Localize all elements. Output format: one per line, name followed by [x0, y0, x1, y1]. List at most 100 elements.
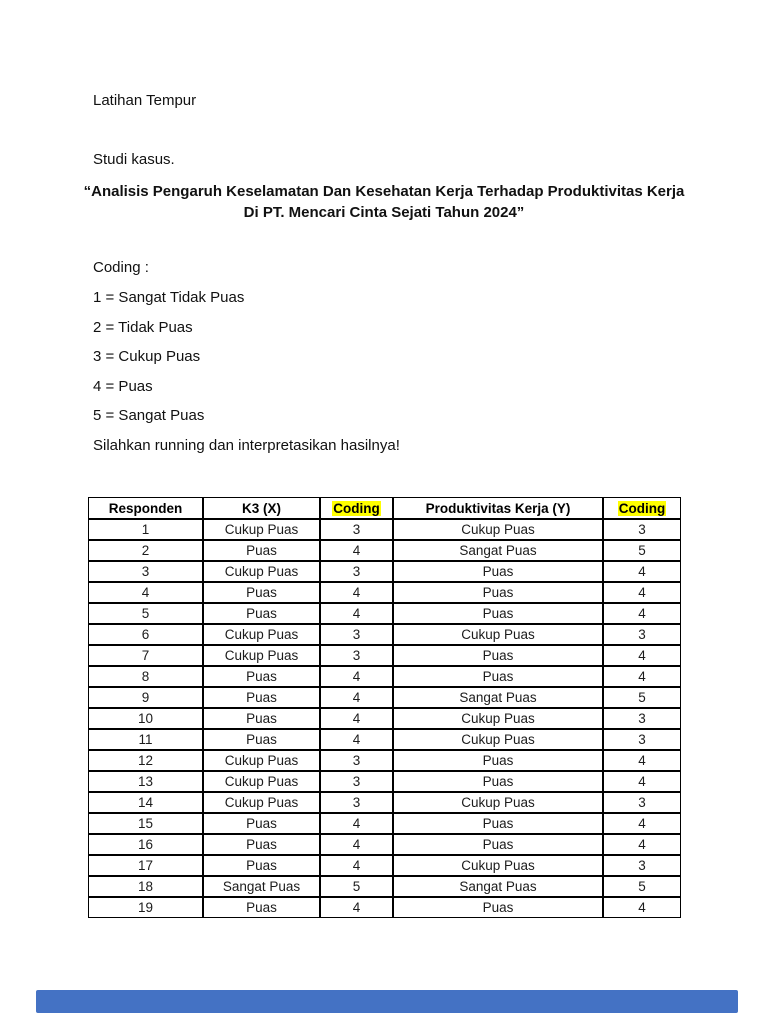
table-cell: 3 — [320, 519, 393, 540]
table-row: 16 Puas 4 Puas 4 — [88, 834, 681, 855]
table-cell: Puas — [393, 561, 603, 582]
table-cell: 6 — [88, 624, 203, 645]
table-row: 14 Cukup Puas 3 Cukup Puas 3 — [88, 792, 681, 813]
table-cell: 4 — [320, 687, 393, 708]
coding-legend-item: 4 = Puas — [93, 378, 153, 395]
table-cell: 4 — [603, 666, 681, 687]
table-cell: Puas — [203, 834, 320, 855]
table-cell: 5 — [603, 876, 681, 897]
table-row: 9 Puas 4 Sangat Puas 5 — [88, 687, 681, 708]
table-cell: Puas — [393, 603, 603, 624]
table-cell: Cukup Puas — [393, 792, 603, 813]
coding-legend-item: 5 = Sangat Puas — [93, 407, 205, 424]
table-cell: 4 — [320, 582, 393, 603]
study-title: “Analisis Pengaruh Keselamatan Dan Keseh… — [0, 181, 768, 223]
table-cell: Puas — [393, 771, 603, 792]
table-cell: Puas — [203, 855, 320, 876]
table-cell: Puas — [203, 666, 320, 687]
table-row: 13 Cukup Puas 3 Puas 4 — [88, 771, 681, 792]
coding-legend-item: 3 = Cukup Puas — [93, 348, 201, 365]
table-cell: 4 — [603, 771, 681, 792]
table-row: 1 Cukup Puas 3 Cukup Puas 3 — [88, 519, 681, 540]
table-row: 12 Cukup Puas 3 Puas 4 — [88, 750, 681, 771]
next-page-content-strip — [36, 990, 738, 1013]
table-cell: Cukup Puas — [203, 771, 320, 792]
instruction-text: Silahkan running dan interpretasikan has… — [93, 437, 400, 454]
table-cell: 2 — [88, 540, 203, 561]
table-cell: Cukup Puas — [203, 792, 320, 813]
table-cell: 4 — [603, 897, 681, 918]
highlighted-header-label: Coding — [617, 500, 667, 516]
respondent-data-table: Responden K3 (X) Coding Produktivitas Kerja… — [88, 497, 681, 918]
table-cell: Puas — [393, 834, 603, 855]
table-cell: Cukup Puas — [203, 561, 320, 582]
table-row: 18 Sangat Puas 5 Sangat Puas 5 — [88, 876, 681, 897]
table-cell: 3 — [603, 519, 681, 540]
table-cell: Puas — [393, 666, 603, 687]
table-cell: 3 — [603, 855, 681, 876]
study-title-text: “Analisis Pengaruh Keselamatan Dan Keseh… — [83, 183, 685, 221]
table-cell: 16 — [88, 834, 203, 855]
table-cell: 4 — [603, 813, 681, 834]
table-cell: 13 — [88, 771, 203, 792]
table-cell: Cukup Puas — [393, 624, 603, 645]
table-cell: 4 — [88, 582, 203, 603]
highlighted-header-label: Coding — [332, 500, 381, 516]
table-cell: 4 — [320, 813, 393, 834]
table-cell: 3 — [320, 645, 393, 666]
table-cell: 4 — [320, 540, 393, 561]
table-cell: 3 — [320, 561, 393, 582]
table-cell: Sangat Puas — [203, 876, 320, 897]
table-cell: 3 — [320, 792, 393, 813]
table-cell: 4 — [603, 561, 681, 582]
table-cell: 7 — [88, 645, 203, 666]
table-cell: 3 — [603, 792, 681, 813]
table-cell: 3 — [88, 561, 203, 582]
table-cell: 5 — [603, 687, 681, 708]
table-cell: 8 — [88, 666, 203, 687]
table-cell: 4 — [320, 708, 393, 729]
table-cell: 4 — [603, 603, 681, 624]
table-row: 11 Puas 4 Cukup Puas 3 — [88, 729, 681, 750]
table-cell: Sangat Puas — [393, 540, 603, 561]
table-cell: Sangat Puas — [393, 876, 603, 897]
coding-legend-item: 1 = Sangat Tidak Puas — [93, 289, 245, 306]
table-cell: Cukup Puas — [203, 624, 320, 645]
table-cell: 4 — [320, 603, 393, 624]
table-cell: Puas — [203, 708, 320, 729]
table-cell: 3 — [603, 708, 681, 729]
table-cell: 4 — [603, 582, 681, 603]
coding-legend-item: 2 = Tidak Puas — [93, 319, 193, 336]
table-cell: Puas — [203, 540, 320, 561]
table-cell: 5 — [603, 540, 681, 561]
table-row: 19 Puas 4 Puas 4 — [88, 897, 681, 918]
table-cell: Puas — [393, 750, 603, 771]
table-cell: 4 — [320, 897, 393, 918]
table-cell: 4 — [320, 855, 393, 876]
table-row: 3 Cukup Puas 3 Puas 4 — [88, 561, 681, 582]
table-cell: 4 — [603, 750, 681, 771]
table-header-cell: Coding — [320, 497, 393, 519]
table-cell: Puas — [393, 645, 603, 666]
table-cell: Sangat Puas — [393, 687, 603, 708]
table-cell: Cukup Puas — [203, 519, 320, 540]
table-row: 10 Puas 4 Cukup Puas 3 — [88, 708, 681, 729]
table-cell: 17 — [88, 855, 203, 876]
table-cell: 4 — [603, 645, 681, 666]
table-cell: 9 — [88, 687, 203, 708]
table-cell: Puas — [393, 582, 603, 603]
table-row: 15 Puas 4 Puas 4 — [88, 813, 681, 834]
table-cell: 3 — [320, 624, 393, 645]
table-cell: 18 — [88, 876, 203, 897]
table-header-cell: Coding — [603, 497, 681, 519]
table-cell: Cukup Puas — [393, 519, 603, 540]
coding-legend-label: Coding : — [93, 259, 149, 276]
table-cell: Cukup Puas — [393, 708, 603, 729]
table-cell: 4 — [320, 666, 393, 687]
table-cell: 3 — [603, 624, 681, 645]
table-cell: Puas — [393, 813, 603, 834]
table-cell: 11 — [88, 729, 203, 750]
table-cell: 15 — [88, 813, 203, 834]
table-cell: 10 — [88, 708, 203, 729]
